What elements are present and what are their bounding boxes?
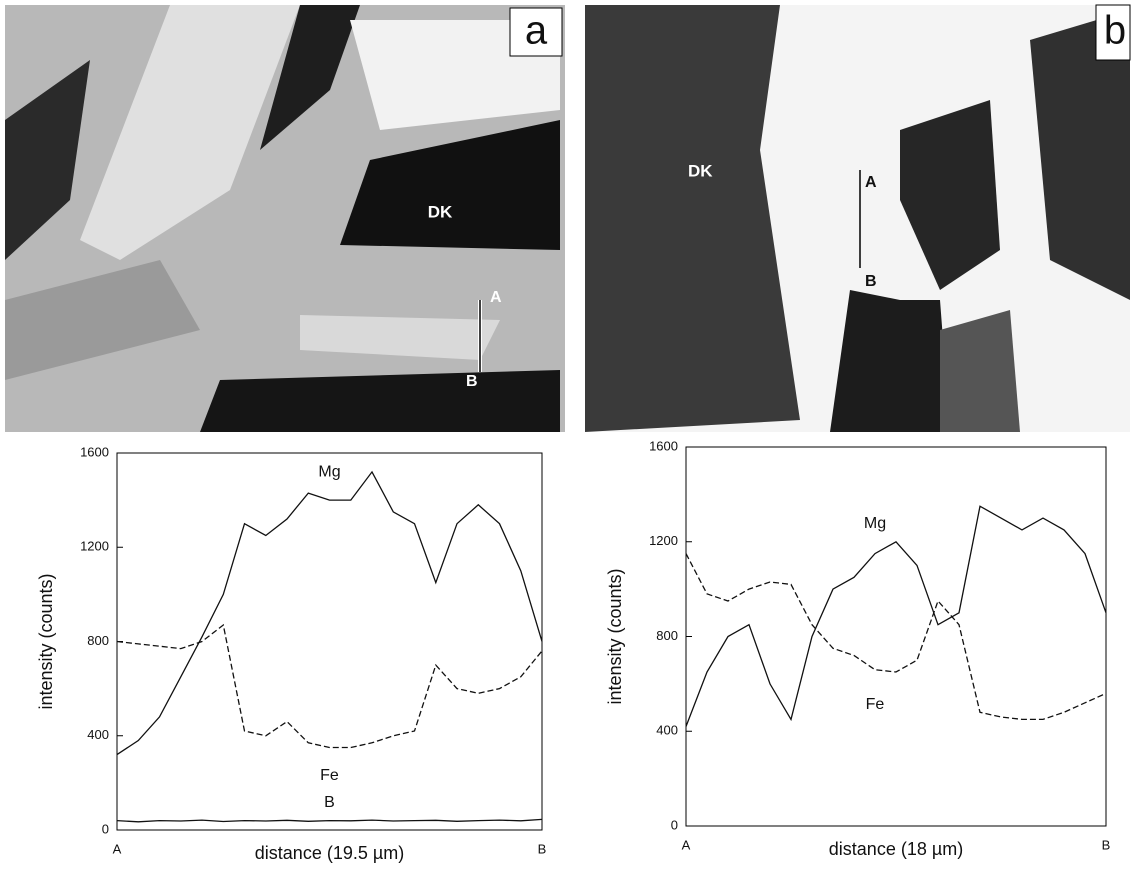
point-label: A [490,289,502,306]
panel-label: a [525,9,548,53]
mineral-label: DK [688,161,713,180]
y-tick-label: 1600 [80,444,109,459]
y-tick-label: 800 [87,633,109,648]
series-label: Fe [866,696,885,713]
mineral-label: DK [428,202,453,221]
y-tick-label: 1600 [649,438,678,453]
point-label: A [865,174,877,191]
series-label: Mg [864,515,886,532]
texture [200,370,560,432]
texture [585,5,800,432]
y-axis-label: intensity (counts) [605,568,625,704]
data-line [117,819,542,821]
y-tick-label: 400 [656,723,678,738]
y-tick-label: 800 [656,628,678,643]
y-tick-label: 400 [87,727,109,742]
x-axis-label: distance (18 µm) [829,839,963,859]
data-line [686,506,1106,726]
micrograph-a: a DK A B [5,5,565,432]
x-tick-label: A [682,837,691,852]
y-axis-label: intensity (counts) [36,573,56,709]
point-label: B [865,273,877,290]
texture [940,310,1020,432]
panel-label: b [1104,9,1126,53]
x-axis-label: distance (19.5 µm) [255,843,404,863]
series-label: Mg [318,463,340,480]
x-tick-label: B [538,841,547,856]
point-label: B [466,373,478,390]
y-tick-label: 0 [671,817,678,832]
data-line [117,472,542,755]
y-tick-label: 1200 [649,533,678,548]
data-line [117,625,542,748]
texture [830,290,950,432]
series-label: Fe [320,767,339,784]
figure: a DK A B b DK A B 0 400 800 1200 1600 A Bdista… [0,0,1137,865]
data-line [686,554,1106,720]
series-label: B [324,794,335,811]
x-tick-label: B [1102,837,1111,852]
y-tick-label: 0 [102,821,109,836]
y-tick-label: 1200 [80,539,109,554]
plot-frame [686,447,1106,826]
x-tick-label: A [113,841,122,856]
micrograph-b: b DK A B [585,5,1130,432]
